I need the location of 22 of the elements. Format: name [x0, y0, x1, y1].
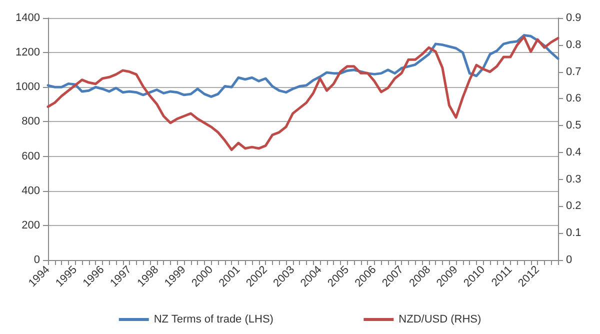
y-tick-label: 1200 [16, 46, 40, 59]
y-tick-label: 1000 [16, 81, 40, 94]
y2-tick-label: 0.3 [566, 173, 582, 186]
y2-tick-label: 0.9 [566, 12, 582, 24]
y-tick-label: 0 [34, 254, 40, 266]
y2-tick-label: 0.1 [566, 227, 582, 240]
legend-label: NZD/USD (RHS) [398, 314, 482, 326]
y2-tick-label: 0.8 [566, 38, 582, 51]
legend-label: NZ Terms of trade (LHS) [154, 314, 274, 326]
line-series [46, 34, 560, 98]
y2-tick-label: 0 [566, 254, 572, 266]
y2-tick-label: 0.6 [566, 92, 582, 105]
y2-tick-label: 0.5 [566, 120, 582, 132]
y-tick-label: 200 [22, 219, 40, 232]
y2-tick-label: 0.7 [566, 66, 582, 78]
y-tick-label: 800 [22, 116, 40, 128]
y-tick-label: 600 [22, 150, 40, 162]
y-tick-label: 1400 [16, 12, 40, 24]
y2-tick-label: 0.4 [566, 146, 582, 158]
y-tick-label: 400 [22, 184, 40, 197]
line-series [46, 36, 560, 152]
y2-tick-label: 0.2 [566, 200, 582, 212]
